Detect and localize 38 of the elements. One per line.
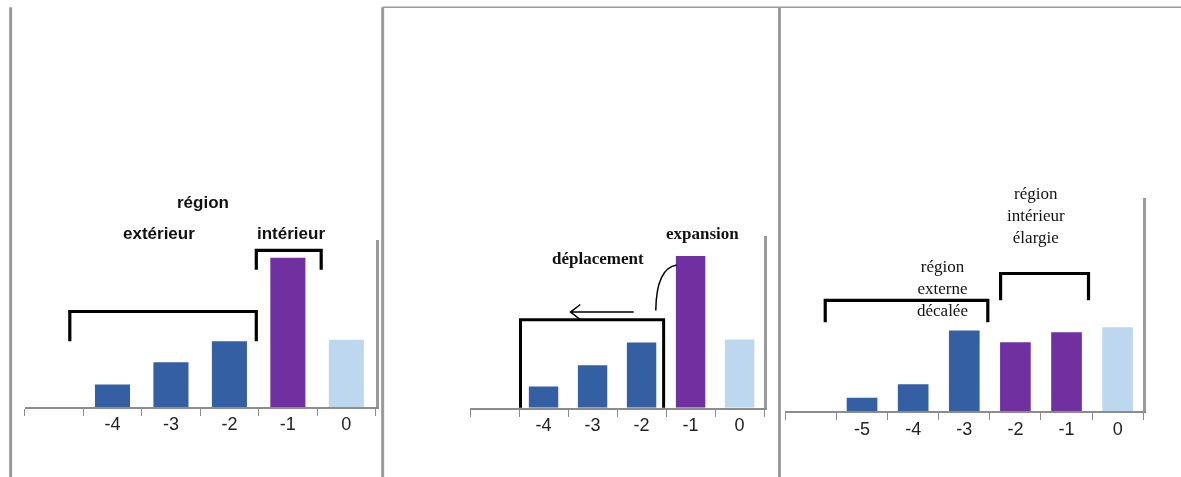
- x-tick-label: -2: [1007, 418, 1024, 439]
- x-tick-label: -3: [162, 414, 179, 435]
- bar: [328, 339, 364, 407]
- text: région intérieur élargie: [1007, 184, 1065, 248]
- text: région externe décalée: [917, 257, 968, 321]
- x-tick-label: -2: [633, 415, 650, 436]
- x-tick-label: -4: [535, 415, 552, 436]
- x-tick-label: -2: [221, 414, 238, 435]
- bar: [1102, 327, 1133, 412]
- bar: [577, 365, 608, 408]
- bar: [626, 342, 657, 408]
- x-tick-label: -1: [1058, 418, 1075, 439]
- x-tick-label: -3: [584, 415, 601, 436]
- text: intérieur: [257, 224, 326, 243]
- text: expansion: [666, 224, 740, 243]
- bar: [528, 386, 559, 408]
- bar: [846, 397, 878, 412]
- bar: [724, 339, 755, 408]
- bar: [153, 362, 189, 407]
- x-tick-label: -1: [682, 415, 699, 436]
- x-tick-label: -3: [956, 418, 973, 439]
- x-tick-label: -5: [854, 418, 871, 439]
- bar: [94, 384, 131, 407]
- text: région: [177, 193, 229, 212]
- bar: [1000, 342, 1031, 412]
- x-tick-label: -4: [905, 418, 922, 439]
- x-tick-label: -4: [104, 414, 121, 435]
- x-tick-label: -1: [279, 414, 296, 435]
- bar: [675, 255, 706, 408]
- bar: [897, 384, 929, 412]
- bar: [211, 341, 247, 407]
- x-tick-label: 0: [341, 414, 352, 435]
- bar: [1051, 332, 1082, 412]
- bar: [948, 330, 980, 412]
- x-tick-label: 0: [734, 415, 745, 436]
- text: extérieur: [123, 224, 196, 243]
- annotation: déplacement: [552, 249, 644, 268]
- x-tick-label: 0: [1112, 418, 1123, 439]
